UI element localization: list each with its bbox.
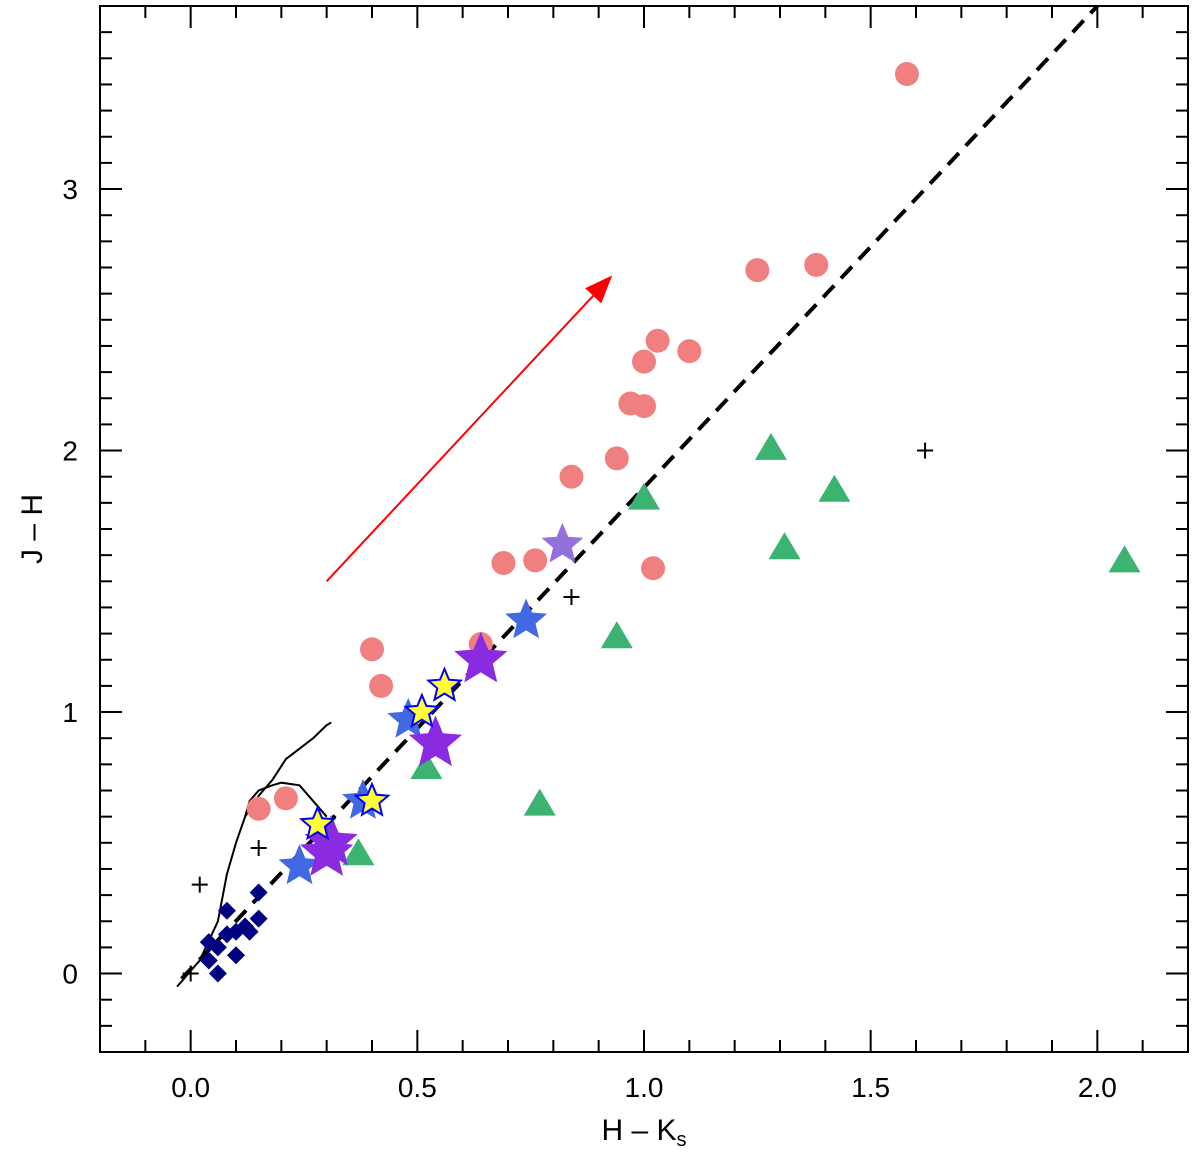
star-outline-marker	[353, 781, 391, 817]
circle-marker	[559, 464, 584, 489]
triangle-marker	[410, 751, 443, 779]
tick-labels: 0.0 0.5 1.0 1.5 2.0 0 1 2 3	[62, 174, 1116, 1103]
star-marker	[408, 715, 463, 767]
dwarf-sequence-track	[176, 781, 328, 988]
star-marker	[454, 631, 508, 683]
data-points	[182, 61, 1141, 983]
circle-marker	[632, 349, 656, 374]
star-outline-marker	[298, 804, 337, 841]
x-tick-label: 1.0	[625, 1072, 664, 1103]
x-tick-label: 2.0	[1078, 1072, 1117, 1103]
triangle-marker	[600, 621, 633, 649]
triangle-marker	[818, 474, 851, 502]
diamond-marker	[249, 909, 268, 928]
y-tick-label: 1	[62, 697, 78, 728]
triangle-marker	[754, 432, 787, 460]
x-tick-label: 1.5	[851, 1072, 890, 1103]
reddening-vector	[325, 275, 613, 582]
diamond-marker	[240, 922, 259, 941]
circle-marker	[491, 550, 516, 575]
triangle-marker	[342, 838, 375, 866]
circle-marker	[632, 394, 656, 419]
circle-marker	[360, 637, 384, 662]
triangle-marker	[768, 532, 801, 560]
star-outline-marker	[425, 666, 464, 702]
diamond-marker	[217, 925, 236, 944]
diamond-marker	[199, 951, 218, 970]
diamond-marker	[217, 901, 236, 920]
star-marker	[278, 844, 321, 885]
diamond-marker	[208, 938, 227, 957]
star-marker	[387, 697, 430, 738]
reddening-arrow-head	[585, 275, 613, 304]
circle-marker	[677, 339, 702, 364]
star-marker	[505, 598, 548, 639]
circle-marker	[604, 446, 629, 471]
ctts-locus	[180, 4, 1099, 981]
circle-marker	[369, 673, 394, 698]
circle-marker	[894, 61, 919, 86]
tracks	[176, 721, 332, 988]
star-marker	[541, 522, 584, 563]
y-tick-label: 3	[62, 174, 78, 205]
star-marker	[300, 825, 354, 876]
circle-marker	[745, 258, 770, 283]
circle-marker	[523, 548, 548, 573]
circle-marker	[273, 786, 298, 811]
triangle-marker	[523, 788, 556, 816]
circle-marker	[246, 796, 271, 821]
giant-sequence-track	[244, 721, 332, 818]
triangle-marker	[628, 482, 660, 510]
triangle-marker	[1108, 545, 1141, 573]
reddening-arrow-shaft	[325, 295, 594, 582]
diamond-marker	[249, 883, 268, 902]
circle-marker	[645, 328, 670, 353]
y-tick-label: 2	[62, 436, 78, 467]
diamond-marker	[227, 946, 245, 965]
circle-marker	[804, 252, 829, 277]
axis-ticks	[99, 5, 1189, 1053]
star-outline-marker	[403, 692, 441, 728]
plot-frame	[99, 5, 1189, 1053]
x-axis-label: H – Ks	[601, 1114, 686, 1151]
x-tick-label: 0.5	[398, 1072, 437, 1103]
diamond-marker	[208, 964, 227, 983]
x-tick-label: 0.0	[171, 1072, 210, 1103]
y-tick-label: 0	[62, 959, 78, 990]
ctts-locus-line	[180, 4, 1099, 981]
y-axis-label: J – H	[16, 494, 49, 564]
circle-marker	[641, 556, 666, 581]
